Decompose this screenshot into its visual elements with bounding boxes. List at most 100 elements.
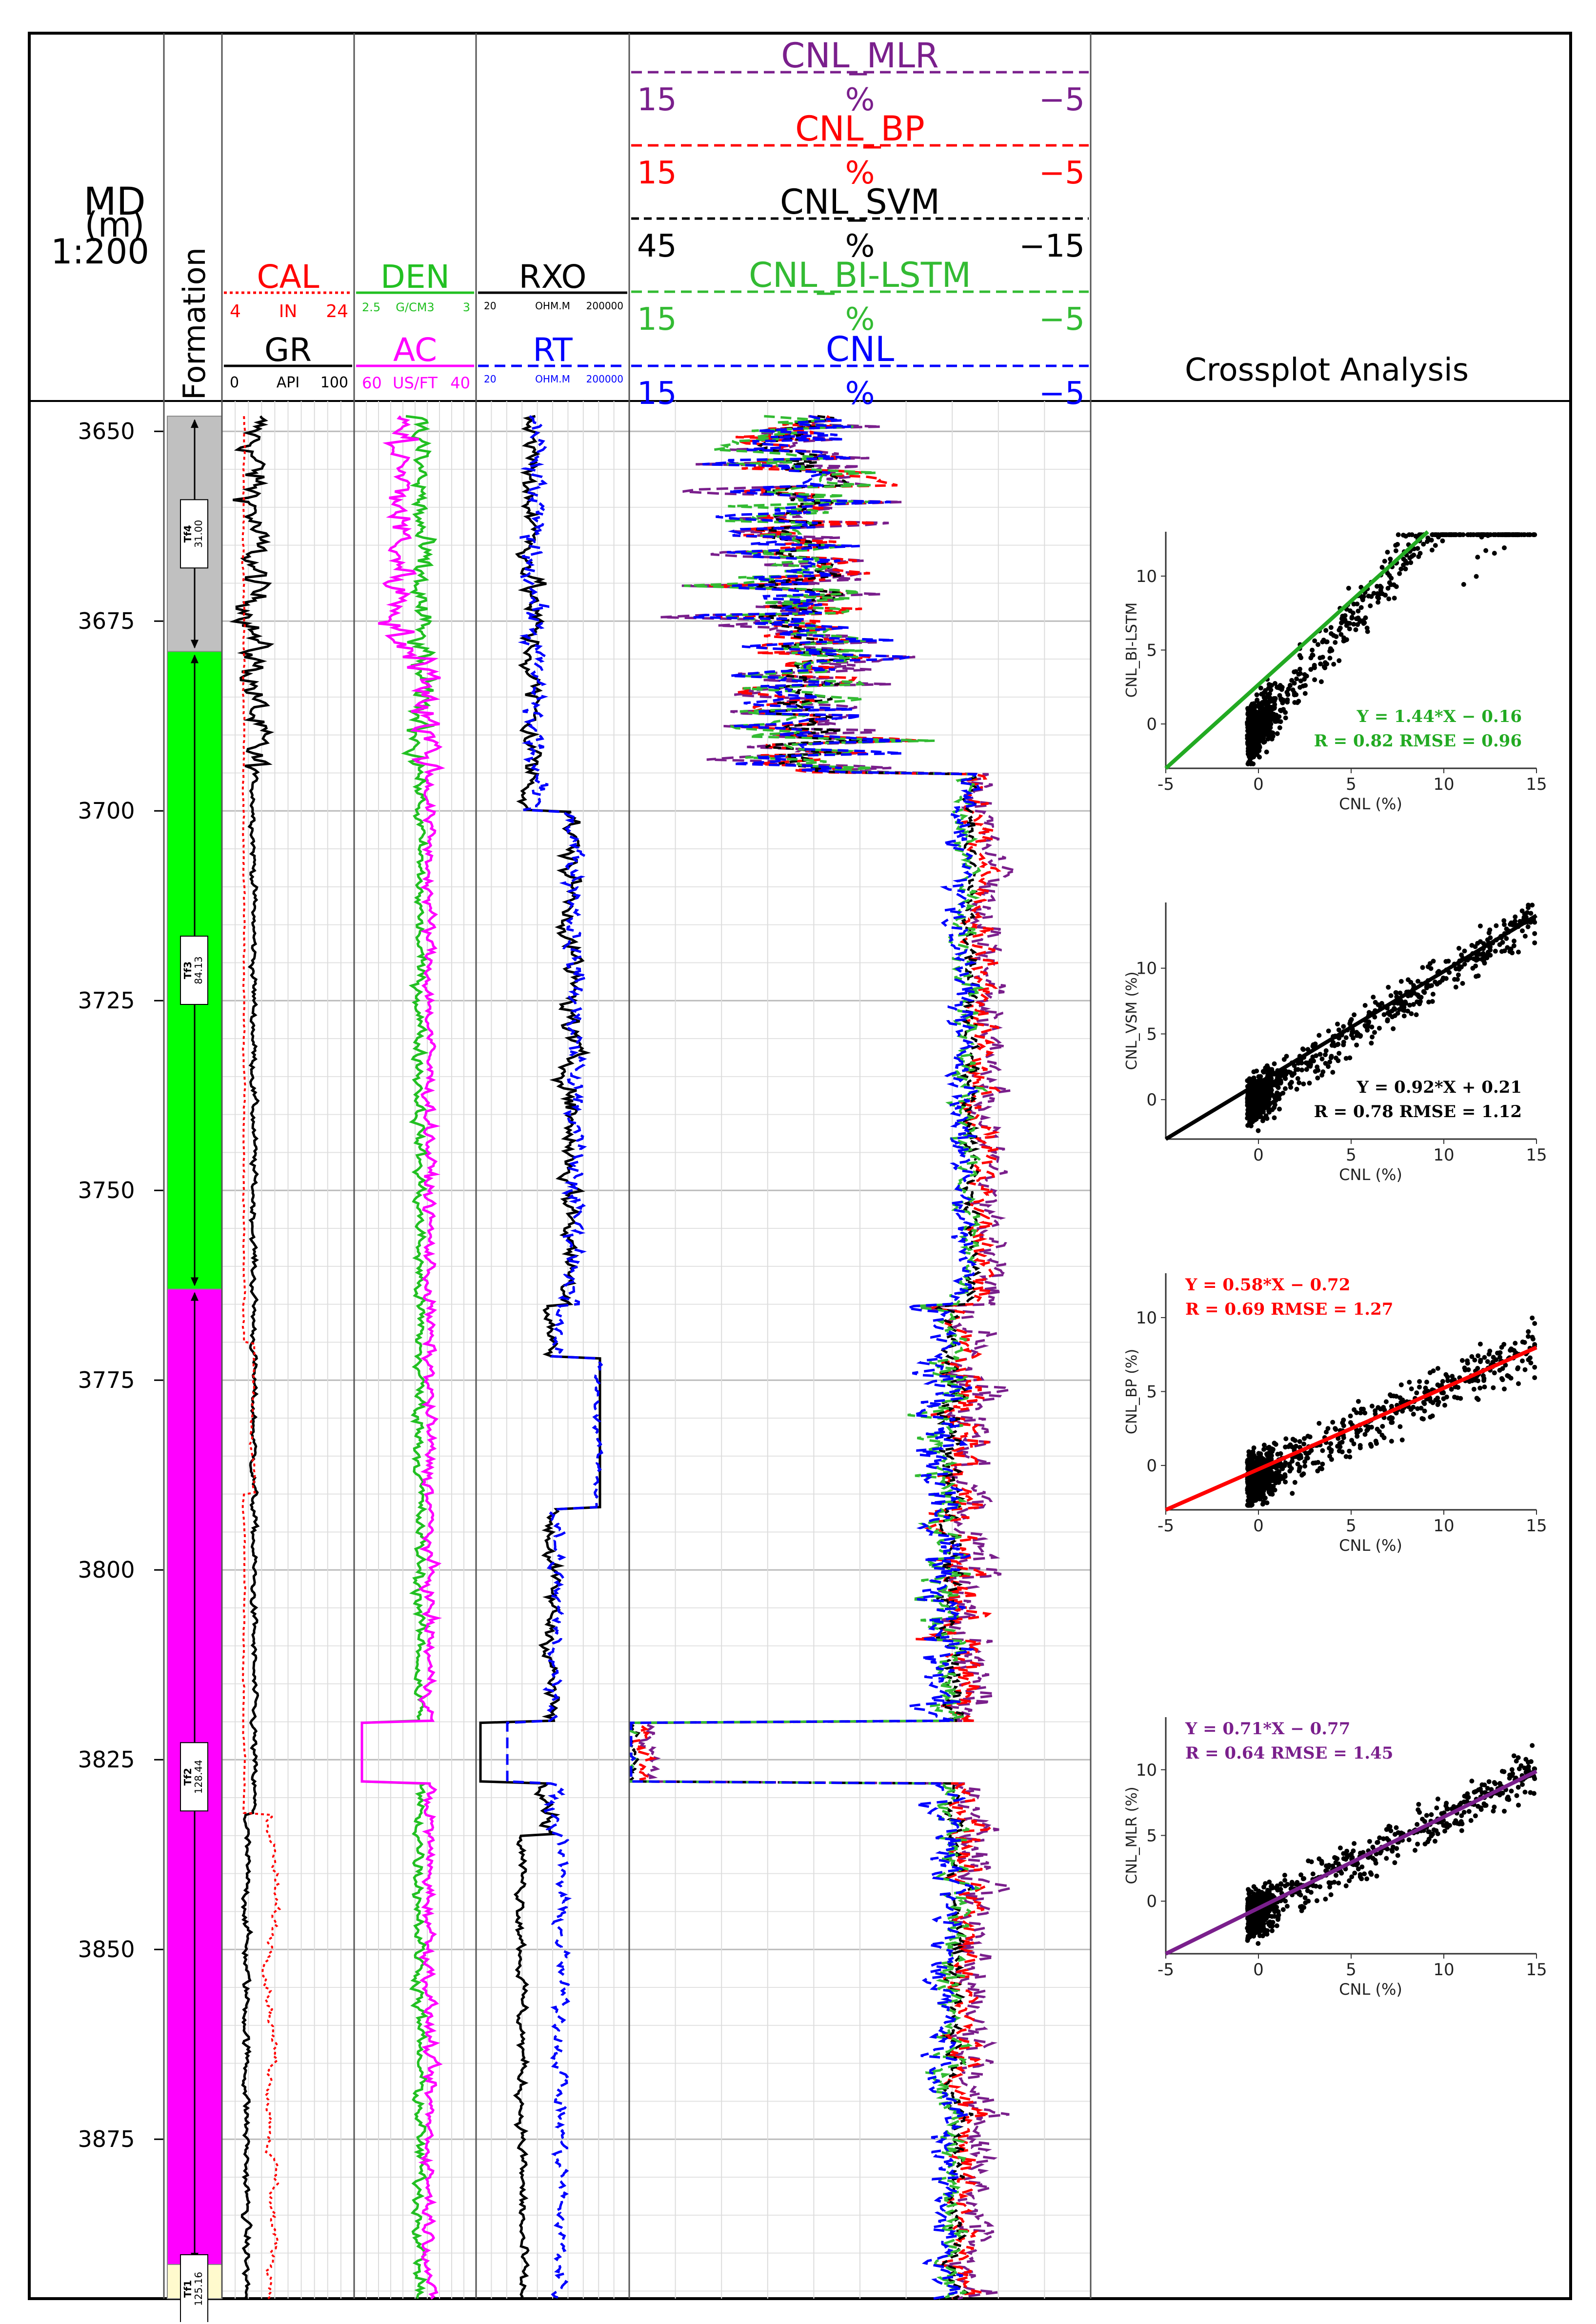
crossplot-point bbox=[1522, 934, 1528, 939]
crossplot-point bbox=[1417, 1001, 1422, 1006]
crossplot-point bbox=[1335, 1022, 1340, 1027]
crossplot-point bbox=[1525, 532, 1531, 538]
crossplot-point bbox=[1491, 1385, 1496, 1390]
crossplot-point bbox=[1512, 939, 1516, 943]
crossplot-point bbox=[1250, 1090, 1255, 1096]
crossplot-point bbox=[1478, 1786, 1483, 1792]
crossplot-point bbox=[1347, 1055, 1353, 1061]
crossplot-point bbox=[1266, 1490, 1272, 1495]
crossplot-point bbox=[1522, 911, 1527, 917]
crossplot-point bbox=[1391, 1026, 1396, 1031]
crossplot-point bbox=[1530, 1336, 1536, 1342]
crossplot-point bbox=[1405, 977, 1411, 982]
crossplot-point bbox=[1483, 1803, 1489, 1808]
crossplot-point bbox=[1283, 715, 1288, 721]
crossplot-point bbox=[1422, 1842, 1428, 1846]
cnl-curve bbox=[630, 415, 983, 2300]
crossplot-point bbox=[1294, 676, 1299, 681]
crossplot-stats: R = 0.78 RMSE = 1.12 bbox=[1314, 1102, 1522, 1122]
crossplot-point bbox=[1270, 1928, 1275, 1933]
crossplot-point bbox=[1456, 972, 1461, 978]
crossplot-point bbox=[1283, 1436, 1289, 1442]
crossplot-y-tick-label: 0 bbox=[1146, 715, 1157, 734]
curve-header-left: 45 bbox=[637, 228, 677, 264]
crossplot-point bbox=[1375, 1840, 1380, 1845]
crossplot-point bbox=[1336, 1881, 1341, 1886]
crossplot-point bbox=[1497, 1367, 1502, 1373]
crossplot-point bbox=[1386, 984, 1391, 990]
crossplot-point bbox=[1430, 992, 1436, 997]
crossplot-point bbox=[1246, 1453, 1252, 1458]
curve-header-unit: % bbox=[845, 228, 875, 264]
crossplot-point bbox=[1297, 1439, 1302, 1444]
crossplot-point bbox=[1333, 640, 1338, 645]
crossplot-point bbox=[1485, 937, 1490, 942]
crossplot-point bbox=[1312, 638, 1317, 643]
crossplot-point bbox=[1409, 532, 1415, 538]
crossplot-point bbox=[1351, 1035, 1356, 1041]
curve-header-name: CNL_MLR bbox=[781, 36, 938, 76]
crossplot-point bbox=[1435, 1382, 1440, 1387]
crossplot-point bbox=[1398, 1382, 1404, 1387]
crossplot-y-label: CNL_VSM (%) bbox=[1123, 971, 1140, 1070]
log-curves bbox=[229, 415, 1021, 2300]
crossplot-fit-line bbox=[1164, 530, 1429, 770]
crossplot-point bbox=[1376, 600, 1381, 605]
curve-header-left: 60 bbox=[362, 374, 382, 392]
crossplot-point bbox=[1257, 1084, 1262, 1090]
crossplot-point bbox=[1354, 1042, 1359, 1048]
crossplot-point bbox=[1358, 605, 1364, 610]
crossplot-point bbox=[1322, 660, 1328, 665]
crossplot-point bbox=[1468, 532, 1473, 538]
crossplot-point bbox=[1395, 1011, 1400, 1016]
crossplot-point bbox=[1407, 1002, 1413, 1008]
crossplot-point bbox=[1462, 948, 1467, 954]
crossplot-point bbox=[1249, 1928, 1255, 1934]
crossplot-point bbox=[1256, 1451, 1261, 1456]
crossplot-point bbox=[1411, 1002, 1416, 1007]
crossplot-point bbox=[1333, 1427, 1338, 1432]
crossplot-point bbox=[1430, 999, 1435, 1004]
crossplot-point bbox=[1368, 603, 1373, 608]
crossplot-point bbox=[1497, 1355, 1502, 1360]
crossplot-fit-line bbox=[1165, 1345, 1537, 1512]
curve-header-unit: IN bbox=[279, 301, 298, 321]
crossplot-point bbox=[1435, 1366, 1440, 1371]
formation-name: Tf3 bbox=[182, 962, 194, 979]
crossplot-point bbox=[1348, 1019, 1353, 1024]
curve-header-name: AC bbox=[393, 331, 437, 369]
crossplot-point bbox=[1514, 1793, 1519, 1798]
crossplot-point bbox=[1317, 1033, 1322, 1038]
crossplot-point bbox=[1270, 1107, 1275, 1112]
formation-name: Tf2 bbox=[182, 1768, 194, 1785]
crossplot-point bbox=[1516, 1803, 1521, 1808]
crossplot-point bbox=[1364, 625, 1370, 631]
crossplot-point bbox=[1272, 1914, 1277, 1919]
crossplot-point bbox=[1295, 1076, 1300, 1081]
crossplot-equation: Y = 0.92*X + 0.21 bbox=[1357, 1078, 1522, 1097]
crossplot-point bbox=[1422, 1819, 1427, 1824]
gr-curve bbox=[229, 415, 275, 2300]
crossplot-point bbox=[1422, 1408, 1427, 1414]
crossplot-point bbox=[1328, 646, 1333, 651]
crossplot-point bbox=[1343, 1883, 1349, 1888]
crossplot-point bbox=[1267, 1452, 1272, 1457]
crossplot-point bbox=[1338, 632, 1344, 637]
crossplot-point bbox=[1277, 1106, 1282, 1112]
crossplot-point bbox=[1433, 980, 1438, 984]
formation-arrow-head bbox=[191, 419, 199, 428]
crossplot-point bbox=[1396, 532, 1401, 538]
crossplot-point bbox=[1339, 1449, 1345, 1455]
crossplot-point bbox=[1478, 939, 1483, 944]
crossplot-point bbox=[1528, 1790, 1533, 1795]
crossplot-point bbox=[1254, 1093, 1259, 1098]
crossplot-point bbox=[1406, 1837, 1412, 1843]
crossplot-point bbox=[1387, 1824, 1393, 1829]
crossplot-point bbox=[1510, 1347, 1515, 1352]
crossplot-point bbox=[1394, 1394, 1399, 1399]
crossplot-point bbox=[1352, 1870, 1357, 1876]
crossplot-point bbox=[1268, 1101, 1273, 1106]
crossplot-point bbox=[1391, 582, 1396, 587]
crossplot-point bbox=[1492, 551, 1497, 556]
crossplot-point bbox=[1373, 1000, 1378, 1005]
